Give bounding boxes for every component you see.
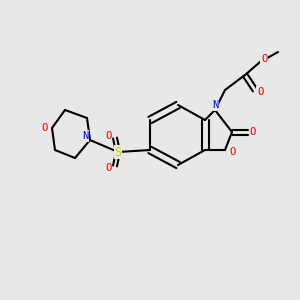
Text: O: O <box>250 127 256 137</box>
Text: O: O <box>105 163 111 173</box>
Text: O: O <box>261 54 267 64</box>
Text: N: N <box>82 131 88 141</box>
Text: N: N <box>212 100 218 110</box>
Text: O: O <box>105 131 111 141</box>
Text: O: O <box>257 87 263 97</box>
Text: O: O <box>229 147 235 157</box>
Text: S: S <box>114 146 122 158</box>
Text: O: O <box>42 123 48 133</box>
